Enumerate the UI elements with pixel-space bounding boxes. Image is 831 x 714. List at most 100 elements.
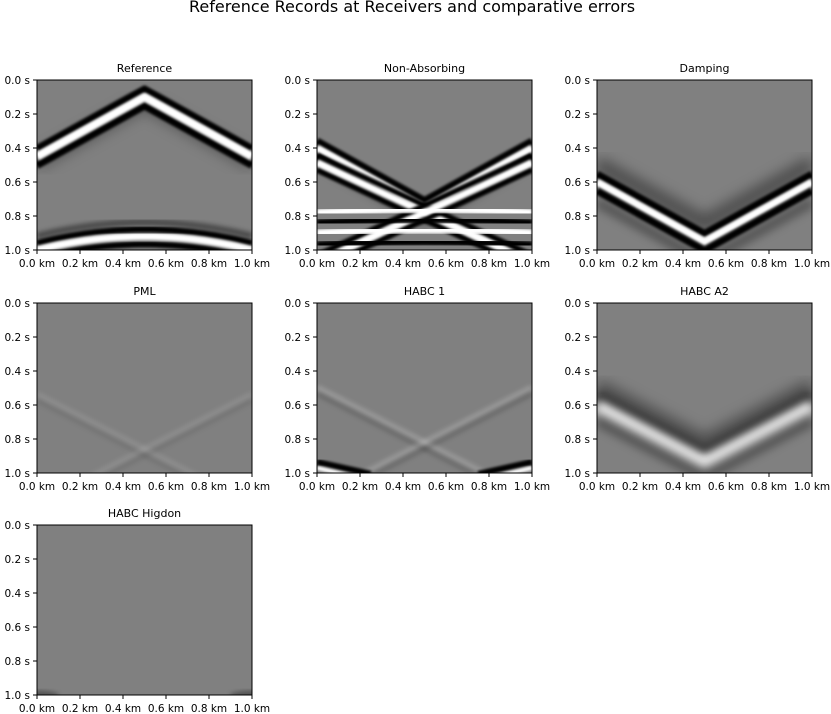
y-tick-label: 0.6 s (564, 177, 590, 189)
faint-trough (370, 391, 532, 473)
x-tick-label: 1.0 km (514, 481, 550, 493)
y-tick-label: 0.8 s (284, 434, 310, 446)
wave-trough-lower (37, 102, 252, 169)
panel-title: Damping (680, 62, 730, 75)
x-tick-label: 0.6 km (148, 703, 184, 714)
axes-frame (596, 302, 813, 474)
y-tick-label: 0.6 s (564, 400, 590, 412)
panel-title: Reference (117, 62, 173, 75)
y-tick-label: 0.6 s (4, 622, 30, 634)
faint-trough (104, 397, 252, 473)
figure-suptitle: Reference Records at Receivers and compa… (189, 0, 635, 16)
x-tick-label: 0.4 km (665, 258, 701, 270)
panel-habc-higdon: HABC Higdon 0.0 km 0.2 km 0.4 km 0.6 km 0.8 k… (4, 507, 270, 714)
x-tick-label: 0.6 km (708, 258, 744, 270)
y-tick-label: 0.0 s (4, 298, 30, 310)
y-tick-label: 0.2 s (4, 332, 30, 344)
y-tick-label: 0.4 s (284, 143, 310, 155)
x-tick-label: 0.2 km (622, 258, 658, 270)
x-tick-label: 0.8 km (751, 258, 787, 270)
y-tick-label: 0.2 s (284, 332, 310, 344)
y-tick-label: 0.2 s (564, 332, 590, 344)
heatmap-image (37, 690, 252, 695)
x-tick-label: 0.2 km (342, 258, 378, 270)
panel-habc-1: HABC 1 0.0 km 0.2 km 0.4 km 0.6 km 0.8 km 1.0 … (284, 285, 550, 493)
y-tick-label: 0.2 s (4, 109, 30, 121)
x-tick-label: 0.8 km (751, 481, 787, 493)
x-tick-label: 1.0 km (794, 481, 830, 493)
x-tick-label: 0.2 km (622, 481, 658, 493)
x-tick-label: 0.8 km (191, 481, 227, 493)
panel-title: HABC Higdon (108, 507, 181, 520)
x-tick-label: 0.8 km (471, 481, 507, 493)
y-tick-label: 0.8 s (4, 434, 30, 446)
wave-trough-upper (37, 85, 252, 152)
x-tick-label: 0.0 km (19, 258, 55, 270)
residual-tail (597, 197, 812, 250)
x-tick-label: 0.8 km (191, 258, 227, 270)
x-tick-label: 0.8 km (471, 258, 507, 270)
axes-frame (36, 79, 253, 251)
panel-title: Non-Absorbing (384, 62, 465, 75)
heatmap-image (317, 385, 532, 473)
y-tick-label: 0.8 s (284, 211, 310, 223)
axes-frame (36, 302, 253, 474)
y-tick-label: 0.6 s (284, 400, 310, 412)
horizontal-band (317, 216, 532, 227)
x-tick-label: 0.2 km (62, 481, 98, 493)
x-tick-label: 0.4 km (105, 258, 141, 270)
heatmap-background (37, 303, 252, 473)
faint-peak (92, 391, 252, 473)
x-tick-label: 1.0 km (514, 258, 550, 270)
x-tick-label: 0.6 km (428, 258, 464, 270)
residual-halo (597, 157, 812, 231)
faint-peak (359, 385, 532, 473)
y-tick-label: 0.0 s (564, 298, 590, 310)
x-tick-label: 0.6 km (148, 481, 184, 493)
y-tick-label: 1.0 s (284, 245, 310, 257)
heatmap-background (37, 525, 252, 695)
y-tick-label: 0.2 s (564, 109, 590, 121)
faint-corner-right (230, 690, 252, 695)
panel-pml: PML 0.0 km 0.2 km 0.4 km 0.6 km 0.8 km 1.0 km 0… (4, 285, 270, 493)
axes-frame (316, 79, 533, 251)
corner-reflection-left (317, 458, 372, 473)
residual-peak (597, 178, 812, 245)
reflection-trough-lower (58, 241, 231, 250)
horizontal-band (317, 206, 532, 217)
y-tick-label: 1.0 s (284, 468, 310, 480)
y-tick-label: 0.8 s (564, 211, 590, 223)
y-tick-label: 0.8 s (4, 211, 30, 223)
wave-peak (37, 93, 252, 160)
y-tick-label: 0.6 s (284, 177, 310, 189)
y-tick-label: 0.4 s (564, 143, 590, 155)
panel-damping: Damping 0.0 km 0.2 km 0.4 km 0.6 km 0.8 km 1.0… (564, 62, 830, 270)
panel-non-absorbing: Non-Absorbing 0.0 km 0.2 km 0.4 km 0.6 km 0.8… (284, 62, 550, 270)
y-tick-label: 0.2 s (284, 109, 310, 121)
x-tick-label: 0.6 km (148, 258, 184, 270)
residual-trough (597, 392, 812, 459)
x-tick-label: 0.0 km (299, 481, 335, 493)
residual-trough (597, 170, 812, 237)
x-tick-label: 1.0 km (794, 258, 830, 270)
x-tick-label: 0.6 km (708, 481, 744, 493)
y-tick-label: 0.6 s (4, 400, 30, 412)
reflection-trough-upper (37, 226, 252, 246)
horizontal-band (317, 226, 532, 237)
x-tick-label: 0.2 km (342, 481, 378, 493)
x-tick-label: 0.0 km (579, 258, 615, 270)
x-tick-label: 0.2 km (62, 258, 98, 270)
y-tick-label: 0.0 s (284, 75, 310, 87)
y-tick-label: 0.8 s (4, 656, 30, 668)
faint-corner-left (37, 690, 59, 695)
y-tick-label: 0.6 s (4, 177, 30, 189)
y-tick-label: 1.0 s (4, 468, 30, 480)
x-tick-label: 1.0 km (234, 481, 270, 493)
x-tick-label: 0.0 km (579, 481, 615, 493)
y-tick-label: 0.0 s (284, 298, 310, 310)
x-tick-label: 0.4 km (385, 481, 421, 493)
heatmap-image (597, 380, 812, 473)
y-tick-label: 1.0 s (564, 468, 590, 480)
x-tick-label: 0.6 km (428, 481, 464, 493)
heatmap-image (37, 85, 252, 250)
